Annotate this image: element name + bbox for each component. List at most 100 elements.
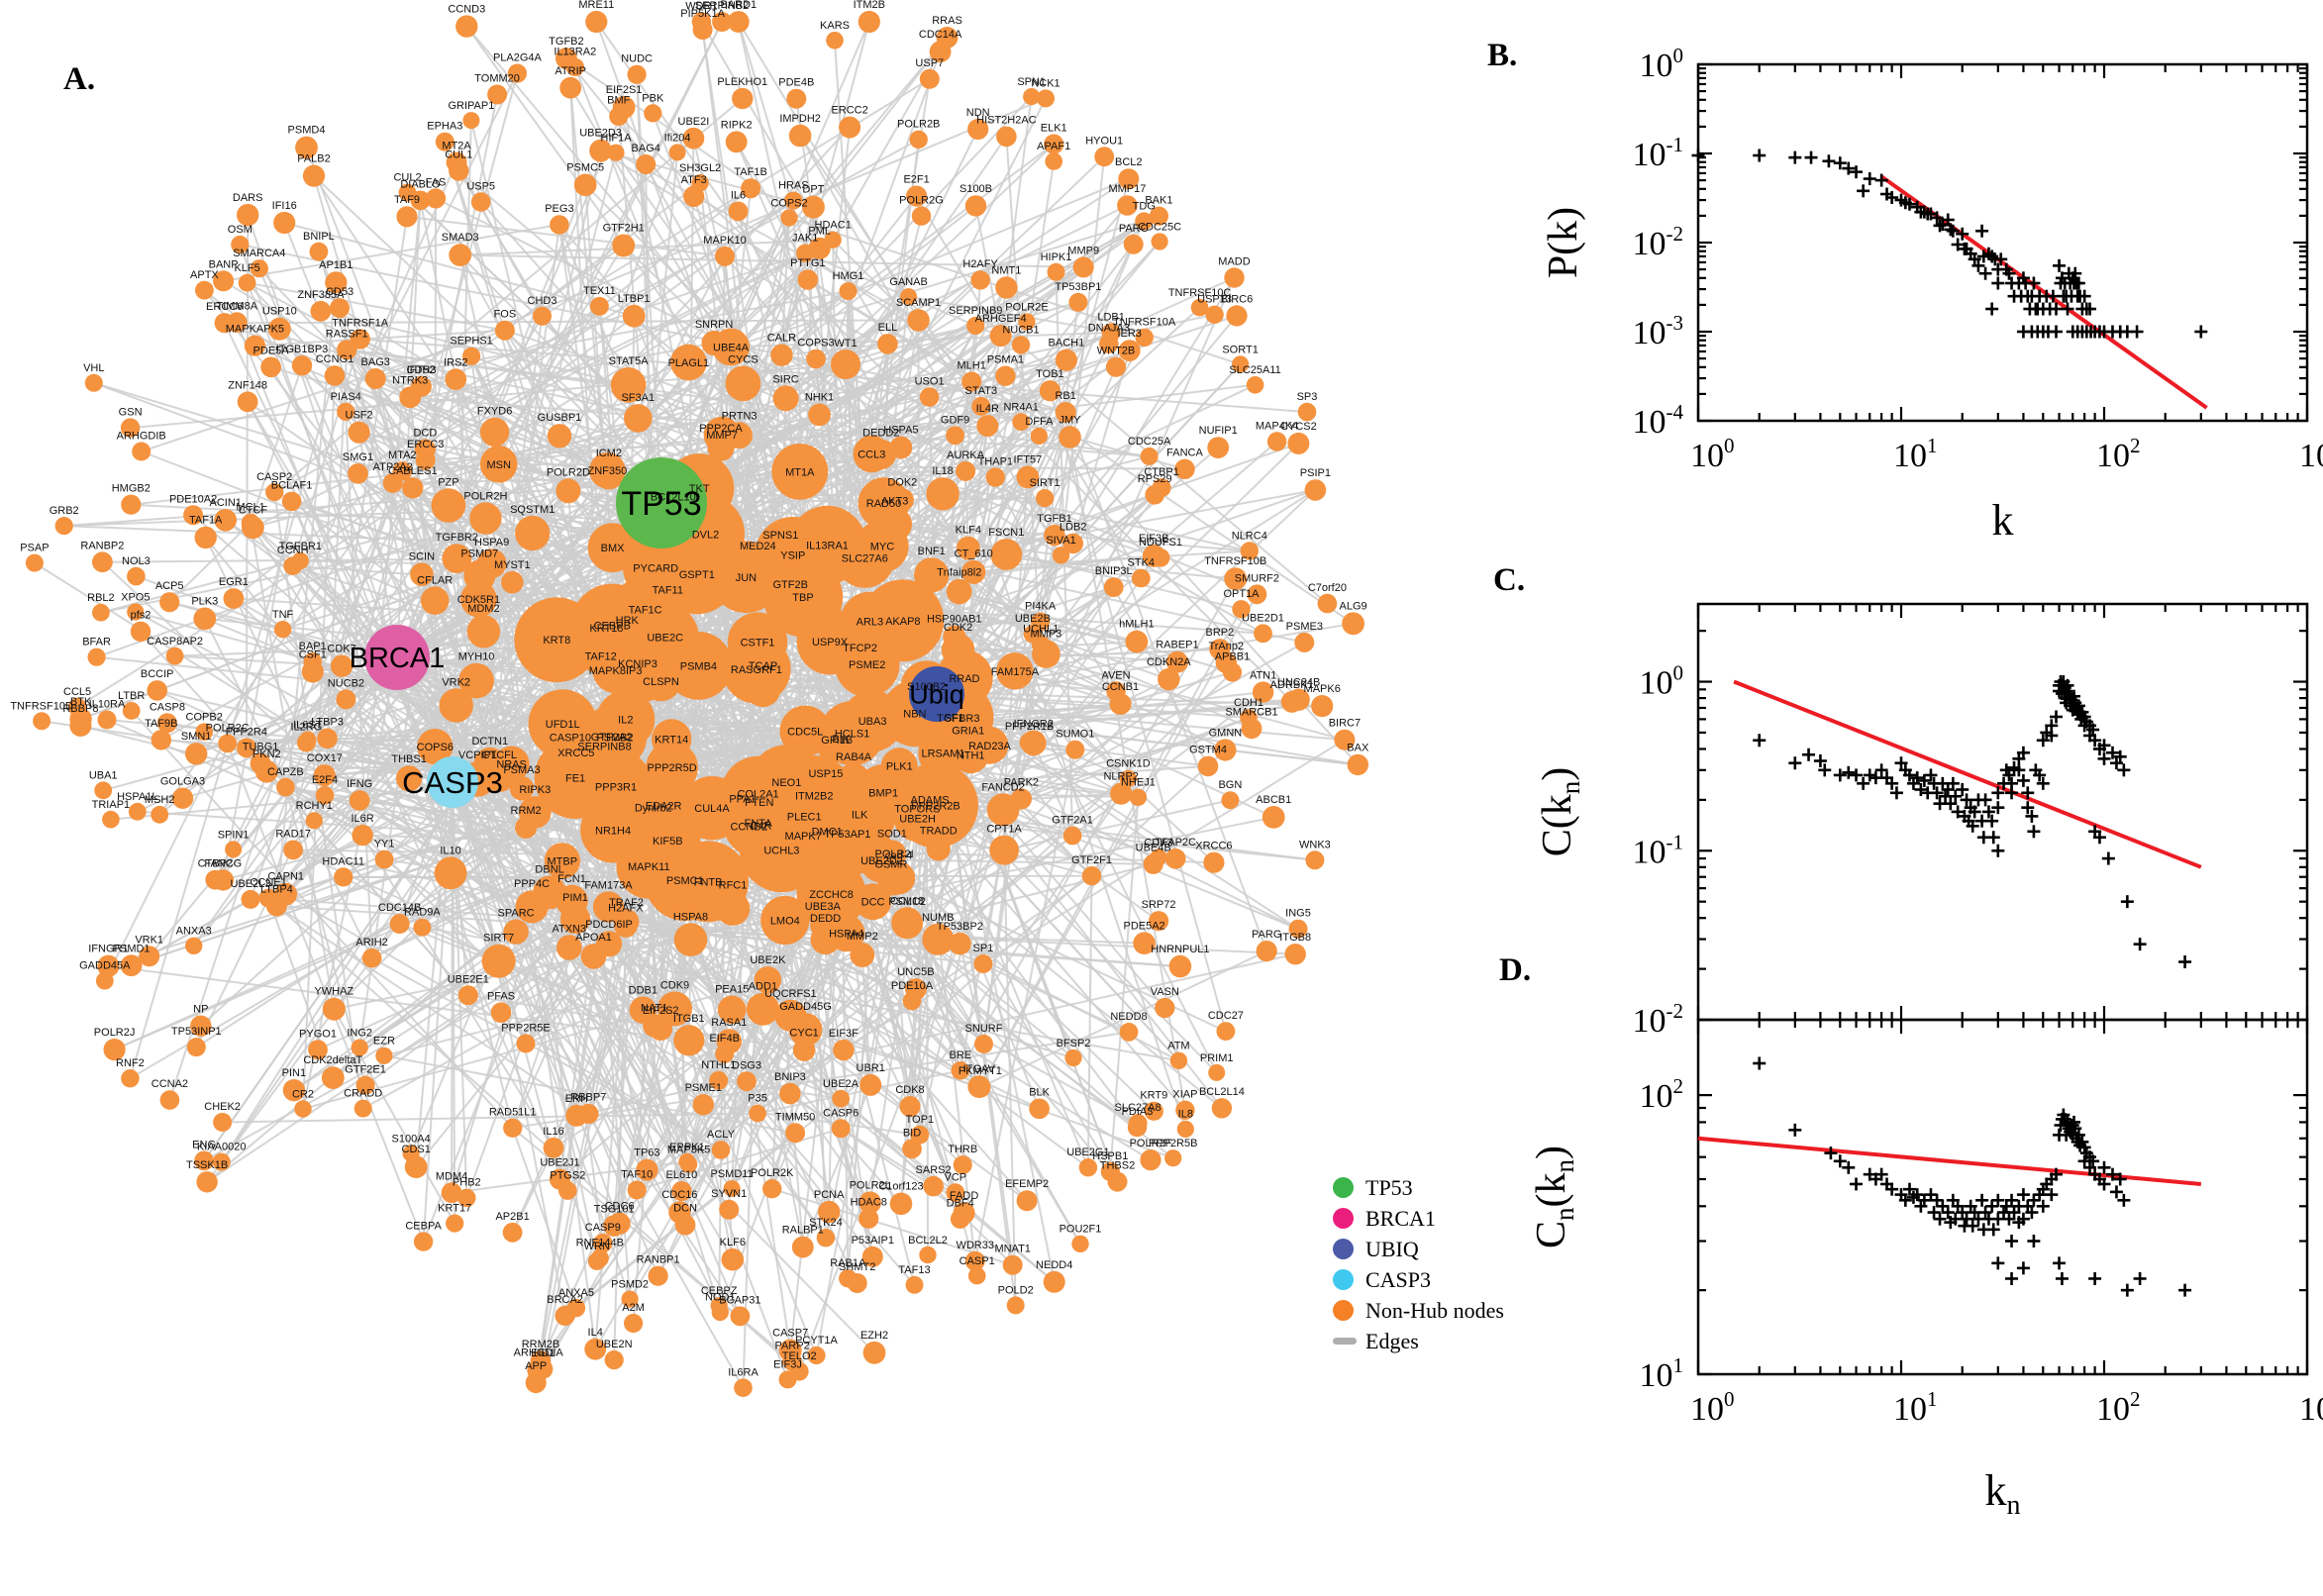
svg-text:POLR2F: POLR2F xyxy=(1130,1138,1172,1149)
svg-text:FANCD2: FANCD2 xyxy=(981,781,1024,793)
svg-text:100: 100 xyxy=(1690,434,1735,474)
svg-text:MYH10: MYH10 xyxy=(458,651,495,663)
svg-text:GSTM4: GSTM4 xyxy=(1189,745,1227,756)
svg-text:BLK: BLK xyxy=(1029,1087,1050,1099)
svg-text:MED24: MED24 xyxy=(740,541,776,552)
svg-text:CDC25A: CDC25A xyxy=(1128,436,1171,448)
panel-b-letter: B. xyxy=(1487,38,1518,73)
legend-label: Non-Hub nodes xyxy=(1365,1297,1504,1323)
svg-text:MAPK6: MAPK6 xyxy=(1304,683,1341,695)
svg-text:APBB1: APBB1 xyxy=(1215,650,1250,662)
svg-text:APOA1: APOA1 xyxy=(575,932,612,944)
panel-c-letter: C. xyxy=(1493,562,1526,598)
svg-text:CDK9: CDK9 xyxy=(660,979,689,991)
svg-text:BIRC6: BIRC6 xyxy=(1221,293,1253,305)
svg-text:FANCA: FANCA xyxy=(1166,448,1203,459)
svg-text:GSN: GSN xyxy=(119,406,143,418)
svg-text:CRADD: CRADD xyxy=(344,1088,382,1100)
svg-text:CR2: CR2 xyxy=(292,1088,314,1100)
svg-text:PCYT1A: PCYT1A xyxy=(795,1335,838,1347)
svg-text:BID: BID xyxy=(903,1127,921,1139)
svg-text:CSNK1D: CSNK1D xyxy=(1106,758,1151,770)
svg-text:ICM2: ICM2 xyxy=(596,448,622,459)
svg-text:GADD45G: GADD45G xyxy=(779,1001,832,1013)
svg-text:JAK1: JAK1 xyxy=(792,233,818,245)
svg-text:LDB2: LDB2 xyxy=(1060,522,1087,534)
svg-text:NTH1: NTH1 xyxy=(957,750,985,762)
svg-text:ITGB1BP3: ITGB1BP3 xyxy=(276,344,329,355)
svg-text:ACP5: ACP5 xyxy=(155,580,184,592)
svg-text:RBL2: RBL2 xyxy=(87,592,115,604)
svg-text:EIF4B: EIF4B xyxy=(709,1033,740,1045)
svg-text:SRP72: SRP72 xyxy=(1142,899,1176,911)
svg-text:GRIA1: GRIA1 xyxy=(952,726,984,738)
svg-text:MYC: MYC xyxy=(870,542,895,553)
svg-text:BCCIP: BCCIP xyxy=(141,668,174,680)
svg-text:EZR: EZR xyxy=(373,1036,395,1047)
svg-text:POLR2D: POLR2D xyxy=(547,466,590,478)
svg-text:TOP1: TOP1 xyxy=(906,1114,935,1126)
svg-text:BMF: BMF xyxy=(607,95,631,107)
svg-text:CD53: CD53 xyxy=(326,286,354,298)
svg-text:VHL: VHL xyxy=(83,362,104,374)
svg-text:SLC25A11: SLC25A11 xyxy=(1229,364,1280,376)
svg-text:NP: NP xyxy=(193,1004,208,1016)
svg-text:BANP: BANP xyxy=(209,258,239,270)
svg-text:SARS2: SARS2 xyxy=(916,1164,952,1176)
svg-text:ARL3: ARL3 xyxy=(857,617,884,629)
svg-text:RRAD: RRAD xyxy=(949,673,979,685)
svg-text:CDC5L: CDC5L xyxy=(787,726,823,738)
svg-text:KCNIP3: KCNIP3 xyxy=(618,658,657,670)
svg-text:S100A4: S100A4 xyxy=(392,1133,431,1145)
svg-text:IL13RA1: IL13RA1 xyxy=(806,540,849,551)
svg-text:PARK2: PARK2 xyxy=(1004,776,1039,788)
svg-text:PPP2R4: PPP2R4 xyxy=(226,726,267,738)
svg-text:TRIAP1: TRIAP1 xyxy=(92,799,131,811)
svg-text:ATRIP: ATRIP xyxy=(555,65,586,77)
svg-text:AVEN: AVEN xyxy=(1101,669,1130,681)
svg-text:10-2: 10-2 xyxy=(1633,222,1684,262)
svg-text:PSMA1: PSMA1 xyxy=(987,354,1024,366)
svg-text:THBS2: THBS2 xyxy=(1100,1160,1135,1172)
svg-text:10-2: 10-2 xyxy=(1633,999,1684,1040)
svg-text:PYGO1: PYGO1 xyxy=(299,1028,337,1040)
svg-text:UBR1: UBR1 xyxy=(857,1062,885,1074)
svg-text:THRB: THRB xyxy=(948,1144,977,1155)
svg-text:ABCB1: ABCB1 xyxy=(1256,794,1291,806)
svg-text:CALR: CALR xyxy=(767,333,796,345)
svg-text:100: 100 xyxy=(1640,661,1684,702)
svg-text:BRCA1: BRCA1 xyxy=(350,643,446,674)
svg-text:100: 100 xyxy=(1640,44,1684,84)
svg-text:SIRT1: SIRT1 xyxy=(1030,477,1060,489)
svg-text:GUSBP1: GUSBP1 xyxy=(538,412,582,424)
svg-text:ENG: ENG xyxy=(192,1139,216,1150)
svg-text:pfs2: pfs2 xyxy=(131,610,152,622)
svg-text:TSSK1B: TSSK1B xyxy=(186,1159,228,1171)
svg-text:MAPK11: MAPK11 xyxy=(628,861,670,873)
svg-text:RAD23A: RAD23A xyxy=(968,741,1011,752)
svg-text:NUDC: NUDC xyxy=(621,53,653,65)
svg-text:USF2: USF2 xyxy=(346,410,373,422)
svg-text:SPIN1: SPIN1 xyxy=(218,829,250,841)
svg-text:EPHA3: EPHA3 xyxy=(427,121,462,133)
svg-text:TFAP2C: TFAP2C xyxy=(1155,837,1196,848)
svg-text:MSN: MSN xyxy=(486,459,511,471)
svg-text:COPS3: COPS3 xyxy=(797,338,834,349)
svg-text:PRIM1: PRIM1 xyxy=(1200,1052,1234,1064)
svg-text:CABLES1: CABLES1 xyxy=(388,465,438,477)
svg-text:CASP8: CASP8 xyxy=(150,701,185,713)
svg-text:NR1H4: NR1H4 xyxy=(595,826,631,838)
svg-text:BGN: BGN xyxy=(1218,779,1242,791)
legend-item: Non-Hub nodes xyxy=(1333,1295,1504,1326)
svg-text:CLSPN: CLSPN xyxy=(643,676,679,688)
svg-text:IL6R: IL6R xyxy=(351,813,373,825)
svg-text:ALG9: ALG9 xyxy=(1340,600,1367,612)
svg-text:RAD17: RAD17 xyxy=(275,829,310,841)
svg-text:kn: kn xyxy=(1985,1466,2021,1521)
svg-text:CASP2: CASP2 xyxy=(256,471,292,483)
plots-layer: 10010-110-210-310-4100101102103kP(k)1001… xyxy=(1529,44,2323,1521)
svg-text:PLA2G4A: PLA2G4A xyxy=(493,52,543,64)
svg-text:102: 102 xyxy=(2096,1387,2141,1428)
svg-text:MAPK8IP3: MAPK8IP3 xyxy=(589,665,643,677)
